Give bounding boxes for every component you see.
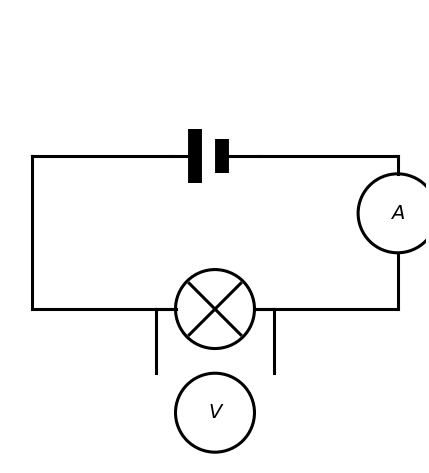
Text: V: V bbox=[208, 403, 222, 422]
Text: A: A bbox=[391, 204, 404, 223]
